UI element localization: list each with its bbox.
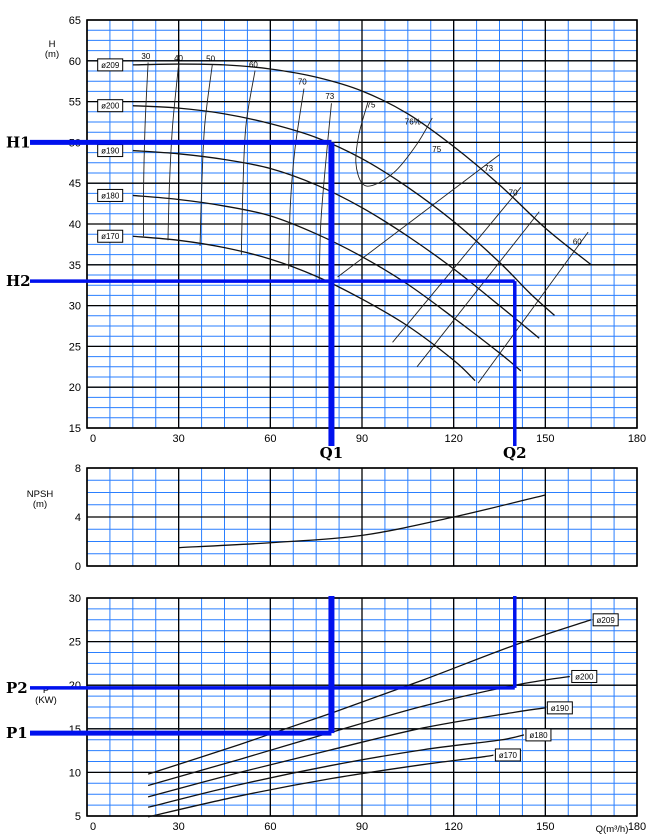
plot-frame [86,19,638,429]
efficiency-label: 60 [573,237,582,246]
y-tick-label: 25 [69,637,81,649]
efficiency-label: 73 [325,92,334,101]
efficiency-label: 76% [405,117,421,126]
y-tick-label: 65 [69,15,81,27]
x-tick-label: 90 [356,433,368,445]
x-tick-label: 30 [173,821,185,833]
y-tick-label: 15 [69,423,81,435]
efficiency-line [392,186,522,343]
curve-ø180 [132,194,522,372]
efficiency-line [167,64,180,241]
diameter-tag: ø170 [101,232,120,241]
y-tick-label: 25 [69,341,81,353]
diameter-tag-box [546,701,573,715]
diameter-tag-box [571,669,598,683]
y-tick-label: 30 [69,301,81,313]
operating-label: H1 [6,133,31,151]
x-axis-label: Q(m³/h) [596,824,629,834]
x-tick-label: 60 [264,433,276,445]
x-tick-label: 60 [264,821,276,833]
y-axis-label: P (KW) [35,685,57,706]
y-tick-label: 5 [75,811,81,823]
diameter-tag: ø180 [529,731,548,740]
x-tick-label: 120 [444,433,462,445]
efficiency-label: 75 [432,145,441,154]
y-tick-label: 40 [69,219,81,231]
diameter-tag: ø180 [101,191,120,200]
diameter-tag-box [97,188,124,202]
operating-label: P2 [6,679,28,697]
efficiency-line [337,154,500,278]
operating-label: H2 [6,272,31,290]
efficiency-line [355,101,433,187]
efficiency-line [318,103,332,280]
x-tick-label: 150 [536,821,554,833]
efficiency-line [416,211,540,368]
head-panel: 15 20 25 30 35 40 45 50 55 60 65 0 30 60 90 120 150 180 H(… [6,15,646,462]
efficiency-label: 30 [141,52,150,61]
y-tick-label: 55 [69,97,81,109]
flow-label: Q1 [320,444,344,462]
efficiency-label: 73 [484,164,493,173]
curve-ø190 [147,707,546,798]
efficiency-label: 60 [249,60,258,69]
x-tick-label: 180 [628,433,646,445]
diameter-tag-box [494,748,521,762]
diameter-tag-box [592,613,619,627]
efficiency-line [199,64,213,247]
curve-ø170 [132,235,476,382]
x-tick-label: 0 [90,821,96,833]
diameter-tag-box [97,229,124,243]
efficiency-label: 70 [509,188,518,197]
diameter-tag: ø209 [597,616,616,625]
x-tick-label: 0 [90,433,96,445]
operating-label: P1 [6,724,28,742]
diameter-tag: ø209 [101,61,120,70]
efficiency-label: 70 [298,77,307,86]
efficiency-line [477,231,589,384]
npsh-panel: 0 4 8 NPSH (m) [27,463,638,573]
y-axis-label: H (m) [45,39,59,60]
efficiency-label: 75 [367,100,376,109]
curve-ø200 [132,105,555,316]
y-tick-label: 4 [75,512,81,524]
diameter-tag-box [97,99,124,113]
curve-ø190 [132,149,540,339]
x-tick-label: 120 [444,821,462,833]
y-tick-label: 0 [75,561,81,573]
y-tick-label: 20 [69,382,81,394]
x-tick-label: 90 [356,821,368,833]
y-tick-label: 8 [75,463,81,475]
flow-label: Q2 [503,444,527,462]
efficiency-line [142,62,149,237]
efficiency-line [288,88,305,269]
diameter-tag: ø200 [101,102,120,111]
x-tick-label: 180 [628,821,646,833]
curve-ø170 [147,754,494,818]
y-tick-label: 35 [69,260,81,272]
y-tick-label: 45 [69,178,81,190]
efficiency-line [240,70,256,256]
x-tick-label: 150 [536,433,554,445]
diameter-tag-box [97,58,124,72]
efficiency-label: 40 [174,54,183,63]
y-tick-label: 30 [69,593,81,605]
x-tick-label: 30 [173,433,185,445]
curve-NPSH [178,494,546,549]
power-panel: 510152025300306090120150180P(KW)Q(m³/h)ø… [6,593,646,834]
efficiency-label: 50 [206,55,215,64]
diameter-tag: ø200 [575,672,594,681]
plot-frame [86,597,638,817]
y-tick-label: 10 [69,767,81,779]
diameter-tag-box [525,728,552,742]
diameter-tag: ø170 [499,751,518,760]
diameter-tag: ø190 [101,147,120,156]
diameter-tag: ø190 [551,704,570,713]
curve-ø180 [147,734,525,808]
y-tick-label: 60 [69,56,81,68]
y-axis-label: NPSH (m) [27,489,54,510]
plot-frame [86,467,638,567]
